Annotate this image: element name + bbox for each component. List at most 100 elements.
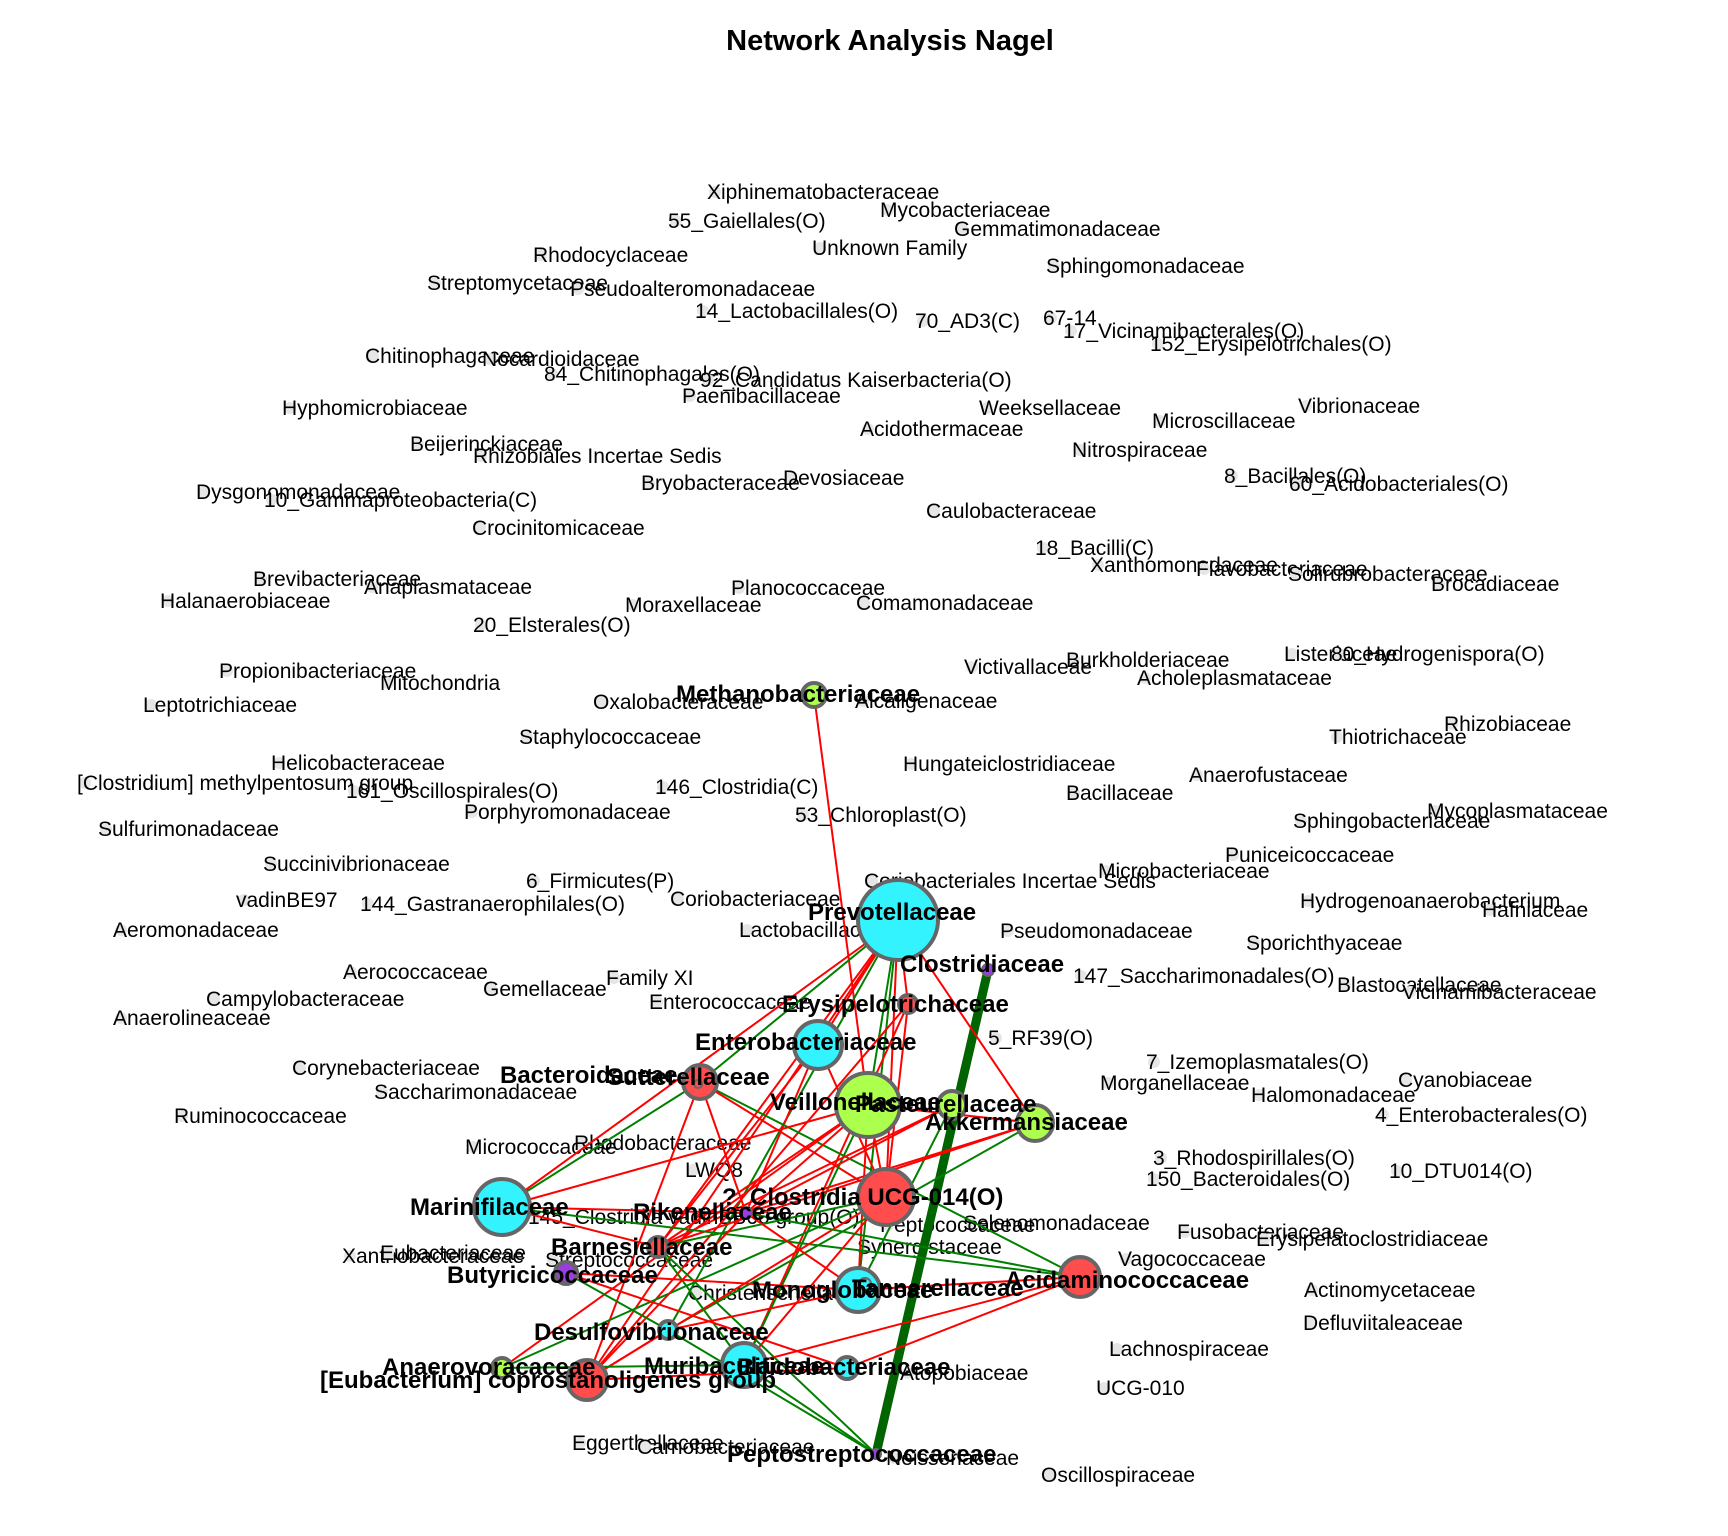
edge-clost-peptostrep: [871, 965, 993, 1459]
isolated-node-morganellaceae: [1102, 1077, 1114, 1089]
isolated-node-microbacteriaceae: [1100, 865, 1112, 877]
isolated-node-streptomycetaceae: [429, 277, 441, 289]
isolated-label-nocardioidaceae: Nocardioidaceae: [482, 348, 640, 371]
isolated-label-cyanobiaceae: Cyanobiaceae: [1398, 1069, 1532, 1092]
isolated-label-aeromonadaceae: Aeromonadaceae: [113, 919, 279, 942]
isolated-label-161-oscillospirales-o: 161_Oscillospirales(O): [346, 780, 558, 803]
isolated-node-161-oscillospirales-o: [348, 785, 360, 797]
isolated-label-comamonadaceae: Comamonadaceae: [856, 592, 1033, 615]
isolated-node-sulfurimonadaceae: [100, 823, 112, 835]
isolated-node-oscillospiraceae: [1043, 1469, 1055, 1481]
edge-butyr-bifido: [565, 1272, 848, 1369]
isolated-label-oscillospiraceae: Oscillospiraceae: [1041, 1464, 1195, 1487]
isolated-node-10-dtu014-o: [1391, 1165, 1403, 1177]
isolated-label-ruminococcaceae: Ruminococcaceae: [174, 1105, 347, 1128]
isolated-node-corynebacteriaceae: [294, 1062, 306, 1074]
isolated-label-morganellaceae: Morganellaceae: [1100, 1072, 1249, 1095]
node-anaerovo: [490, 1356, 514, 1380]
isolated-node-150-bacteroidales-o: [1148, 1173, 1160, 1185]
node-label-anaerovo: Anaerovoracaceae: [382, 1354, 595, 1381]
isolated-node-cyanobiaceae: [1400, 1074, 1412, 1086]
node-label-monog: Monoglobaceae: [752, 1277, 933, 1304]
edge-sutt-marini: [501, 1081, 701, 1208]
isolated-node-mycobacteriaceae: [882, 204, 894, 216]
isolated-node-3-rhodospirillales-o: [1155, 1152, 1167, 1164]
isolated-node-acholeplasmataceae: [1139, 672, 1151, 684]
isolated-label-succinivibrionaceae: Succinivibrionaceae: [263, 853, 450, 876]
node-eubcop: [565, 1358, 609, 1402]
edge-prev-eubcop: [586, 919, 899, 1381]
isolated-node-flavobacteriaceae: [1198, 563, 1210, 575]
isolated-node-hyphomicrobiaceae: [284, 402, 296, 414]
edge-pasteur-barn: [657, 1104, 953, 1248]
isolated-node-55-gaiellales-o: [670, 215, 682, 227]
isolated-label-vagococcaceae: Vagococcaceae: [1118, 1248, 1266, 1271]
isolated-label-20-elsterales-o: 20_Elsterales(O): [473, 614, 631, 637]
isolated-node-listeriaceae: [1286, 648, 1298, 660]
isolated-label-aerococcaceae: Aerococcaceae: [343, 961, 488, 984]
edge-sutt-eubcop: [586, 1081, 701, 1381]
isolated-node-144-gastranaerophilales-o: [362, 898, 374, 910]
isolated-label-anaplasmataceae: Anaplasmataceae: [364, 576, 532, 599]
edge-veil-barn: [657, 1104, 869, 1248]
isolated-label-4-enterobacterales-o: 4_Enterobacterales(O): [1375, 1104, 1587, 1127]
isolated-label-alcaligenaceae: Alcaligenaceae: [855, 690, 997, 713]
isolated-label-sulfurimonadaceae: Sulfurimonadaceae: [98, 818, 279, 841]
isolated-node-hydrogenoanaerobacterium: [1302, 895, 1314, 907]
node-murib: [720, 1341, 768, 1389]
isolated-node-blastocatellaceae: [1339, 979, 1351, 991]
isolated-label-staphylococcaceae: Staphylococcaceae: [519, 726, 701, 749]
isolated-label-peptococcaceae: Peptococcaceae: [880, 1214, 1035, 1237]
node-label-desulfo: Desulfovibrionaceae: [534, 1319, 769, 1346]
node-label-methano: Methanobacteriaceae: [676, 681, 920, 708]
node-methano: [800, 681, 828, 709]
isolated-label-gemellaceae: Gemellaceae: [483, 978, 607, 1001]
node-akk: [1015, 1103, 1055, 1143]
isolated-node-lachnospiraceae: [1111, 1343, 1123, 1355]
isolated-node-weeksellaceae: [981, 402, 993, 414]
node-clost: [981, 963, 995, 977]
node-erys: [897, 993, 919, 1015]
isolated-node-thiotrichaceae: [1331, 731, 1343, 743]
isolated-node-planococcaceae: [733, 582, 745, 594]
isolated-node-gemellaceae: [485, 983, 497, 995]
isolated-node-147-saccharimonadales-o: [1075, 970, 1087, 982]
isolated-label-bacillaceae: Bacillaceae: [1066, 782, 1173, 805]
isolated-node-neisseriaceae: [888, 1452, 900, 1464]
isolated-label-propionibacteriaceae: Propionibacteriaceae: [219, 660, 416, 683]
edge-riken-acida: [745, 1212, 1081, 1278]
isolated-node-mitochondria: [382, 677, 394, 689]
isolated-node-7-izemoplasmatales-o: [1148, 1056, 1160, 1068]
isolated-node-succinivibrionaceae: [265, 858, 277, 870]
node-label-tanner: Tannerellaceae: [852, 1275, 1024, 1302]
isolated-node-ruminococcaceae: [176, 1110, 188, 1122]
node-peptostrep: [870, 1448, 882, 1460]
isolated-label-53-chloroplast-o: 53_Chloroplast(O): [795, 804, 967, 827]
node-label-ucg014: ?_Clostridia UCG-014(O): [722, 1184, 1003, 1211]
isolated-label-hafniaceae: Hafniaceae: [1482, 899, 1588, 922]
node-label-marini: Marinifilaceae: [410, 1194, 569, 1221]
edge-monog-acida: [857, 1276, 1081, 1291]
isolated-label-caulobacteraceae: Caulobacteraceae: [926, 500, 1096, 523]
isolated-label-planococcaceae: Planococcaceae: [731, 577, 885, 600]
isolated-node-rhizobiales-incertae-sedis: [475, 450, 487, 462]
node-barn: [646, 1235, 670, 1259]
isolated-node-pseudoalteromonadaceae: [572, 283, 584, 295]
isolated-node-5-rf39-o: [990, 1032, 1002, 1044]
isolated-label-rhizobiaceae: Rhizobiaceae: [1444, 713, 1571, 736]
isolated-node-alcaligenaceae: [857, 695, 869, 707]
isolated-label-victivallaceae: Victivallaceae: [964, 656, 1092, 679]
node-label-sutt: Sutterellaceae: [607, 1064, 770, 1091]
node-label-erys: Erysipelotrichaceae: [782, 991, 1009, 1018]
isolated-label-7-izemoplasmatales-o: 7_Izemoplasmatales(O): [1146, 1051, 1369, 1074]
node-label-akk: Akkermansiaceae: [925, 1109, 1128, 1136]
edge-butyr-monog: [565, 1272, 859, 1291]
isolated-label-vicinamibacteraceae: Vicinamibacteraceae: [1402, 981, 1597, 1004]
isolated-label-lachnospiraceae: Lachnospiraceae: [1109, 1338, 1269, 1361]
isolated-node-hafniaceae: [1484, 904, 1496, 916]
isolated-node-aeromonadaceae: [115, 924, 127, 936]
isolated-label-coriobacteriales-incertae-sedis: Coriobacteriales Incertae Sedis: [864, 870, 1156, 893]
isolated-label-152-erysipelotrichales-o: 152_Erysipelotrichales(O): [1150, 333, 1392, 356]
diagram-title: Network Analysis Nagel: [726, 25, 1054, 57]
isolated-node-streptococcaceae: [547, 1254, 559, 1266]
